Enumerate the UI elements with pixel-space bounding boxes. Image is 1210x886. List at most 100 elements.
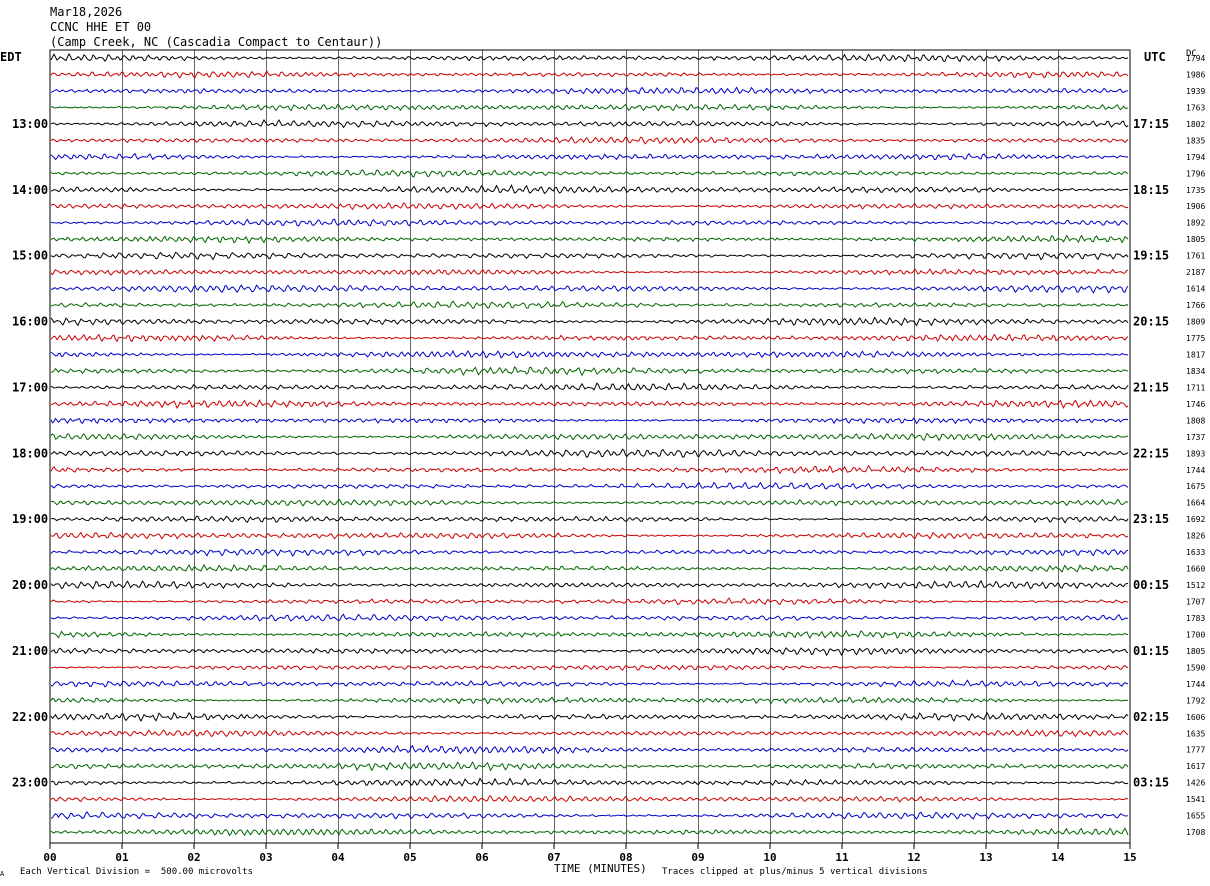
utc-hour-label: 00:15 bbox=[1133, 578, 1169, 592]
trace-line bbox=[50, 827, 1129, 837]
trace-line bbox=[50, 399, 1129, 409]
trace-line bbox=[50, 432, 1129, 442]
dc-value: 1744 bbox=[1186, 466, 1205, 475]
dc-value: 1692 bbox=[1186, 515, 1205, 524]
header-channel: CCNC HHE ET 00 bbox=[50, 20, 152, 34]
x-tick-label: 06 bbox=[475, 851, 489, 864]
dc-value: 1675 bbox=[1186, 482, 1205, 491]
trace-line bbox=[50, 679, 1129, 688]
trace-line bbox=[50, 629, 1129, 640]
dc-value: 1808 bbox=[1186, 416, 1205, 425]
trace-line bbox=[50, 481, 1129, 490]
trace-line bbox=[50, 531, 1129, 540]
trace-line bbox=[50, 365, 1129, 377]
trace-line bbox=[50, 333, 1129, 343]
trace-line bbox=[50, 777, 1129, 787]
dc-value: 1777 bbox=[1186, 746, 1205, 755]
dc-value: 2187 bbox=[1186, 268, 1205, 277]
x-tick-label: 10 bbox=[763, 851, 776, 864]
trace-line bbox=[50, 515, 1129, 524]
dc-value: 1775 bbox=[1186, 334, 1205, 343]
edt-hour-label: 18:00 bbox=[12, 446, 48, 460]
trace-line bbox=[50, 597, 1129, 606]
dc-value: 1939 bbox=[1186, 87, 1205, 96]
trace-line bbox=[50, 136, 1129, 145]
utc-axis-label: UTC bbox=[1144, 50, 1166, 64]
utc-hour-label: 21:15 bbox=[1133, 380, 1169, 394]
dc-value: 1835 bbox=[1186, 136, 1205, 145]
dc-value: 1746 bbox=[1186, 400, 1205, 409]
dc-value: 1606 bbox=[1186, 713, 1205, 722]
trace-line bbox=[50, 251, 1129, 261]
edt-hour-label: 21:00 bbox=[12, 644, 48, 658]
header-date: Mar18,2026 bbox=[50, 5, 123, 19]
dc-value: 1809 bbox=[1186, 318, 1205, 327]
x-tick-label: 02 bbox=[187, 851, 200, 864]
trace-line bbox=[50, 464, 1129, 475]
trace-line bbox=[50, 729, 1129, 738]
dc-value: 1817 bbox=[1186, 350, 1205, 359]
trace-line bbox=[50, 417, 1129, 425]
dc-value: 1708 bbox=[1186, 828, 1205, 837]
x-tick-label: 14 bbox=[1051, 851, 1065, 864]
corner-mark: A bbox=[0, 870, 5, 878]
x-tick-label: 03 bbox=[259, 851, 272, 864]
trace-line bbox=[50, 711, 1129, 723]
trace-line bbox=[50, 664, 1129, 671]
dc-value: 1792 bbox=[1186, 696, 1205, 705]
utc-hour-labels: 17:15 18:15 19:15 20:15 21:15 22:15 23:15 00:15… bbox=[1133, 117, 1169, 790]
dc-value-labels: 1794 1986 1939 1763 1802 1835 1794 1796 1735 1906… bbox=[1186, 54, 1205, 837]
dc-value: 1744 bbox=[1186, 680, 1205, 689]
x-tick-label: 05 bbox=[403, 851, 416, 864]
x-tick-label: 09 bbox=[691, 851, 704, 864]
edt-hour-label: 20:00 bbox=[12, 578, 48, 592]
utc-hour-label: 02:15 bbox=[1133, 710, 1169, 724]
vertical-division-note: Each Vertical Division = 500.00 microvol… bbox=[20, 867, 253, 877]
dc-value: 1541 bbox=[1186, 795, 1205, 804]
dc-value: 1633 bbox=[1186, 548, 1205, 557]
trace-line bbox=[50, 169, 1129, 178]
trace-line bbox=[50, 761, 1129, 772]
dc-value: 1796 bbox=[1186, 169, 1205, 178]
utc-hour-label: 03:15 bbox=[1133, 776, 1169, 790]
x-tick-labels: 00 01 02 03 04 05 06 07 08 09 10 11 12 13 14 15 bbox=[43, 843, 1137, 864]
dc-value: 1834 bbox=[1186, 367, 1205, 376]
dc-value: 1426 bbox=[1186, 779, 1205, 788]
utc-hour-label: 18:15 bbox=[1133, 183, 1169, 197]
utc-hour-label: 01:15 bbox=[1133, 644, 1169, 658]
trace-line bbox=[50, 579, 1129, 590]
dc-value: 1655 bbox=[1186, 812, 1205, 821]
utc-hour-label: 17:15 bbox=[1133, 117, 1169, 131]
trace-line bbox=[50, 52, 1129, 63]
dc-value: 1766 bbox=[1186, 301, 1205, 310]
dc-value: 1737 bbox=[1186, 433, 1205, 442]
x-tick-label: 12 bbox=[907, 851, 920, 864]
trace-line bbox=[50, 794, 1129, 803]
x-tick-label: 07 bbox=[547, 851, 560, 864]
trace-line bbox=[50, 284, 1129, 294]
dc-value: 1763 bbox=[1186, 103, 1205, 112]
x-tick-label: 13 bbox=[979, 851, 992, 864]
dc-value: 1893 bbox=[1186, 449, 1205, 458]
trace-line bbox=[50, 498, 1129, 507]
trace-line bbox=[50, 382, 1129, 391]
trace-line bbox=[50, 184, 1129, 195]
trace-line bbox=[50, 563, 1129, 573]
trace-line bbox=[50, 647, 1129, 657]
dc-label: DC bbox=[1186, 49, 1197, 59]
trace-line bbox=[50, 548, 1129, 557]
dc-value: 1826 bbox=[1186, 532, 1205, 541]
edt-hour-label: 15:00 bbox=[12, 249, 48, 263]
trace-line bbox=[50, 152, 1129, 161]
trace-line bbox=[50, 86, 1129, 95]
x-tick-label: 04 bbox=[331, 851, 345, 864]
trace-line bbox=[50, 103, 1129, 112]
trace-line bbox=[50, 234, 1129, 245]
utc-hour-label: 23:15 bbox=[1133, 512, 1169, 526]
dc-value: 1783 bbox=[1186, 614, 1205, 623]
trace-line bbox=[50, 118, 1129, 129]
trace-line bbox=[50, 811, 1129, 820]
x-tick-label: 15 bbox=[1123, 851, 1136, 864]
time-axis-title: TIME (MINUTES) bbox=[554, 862, 647, 875]
